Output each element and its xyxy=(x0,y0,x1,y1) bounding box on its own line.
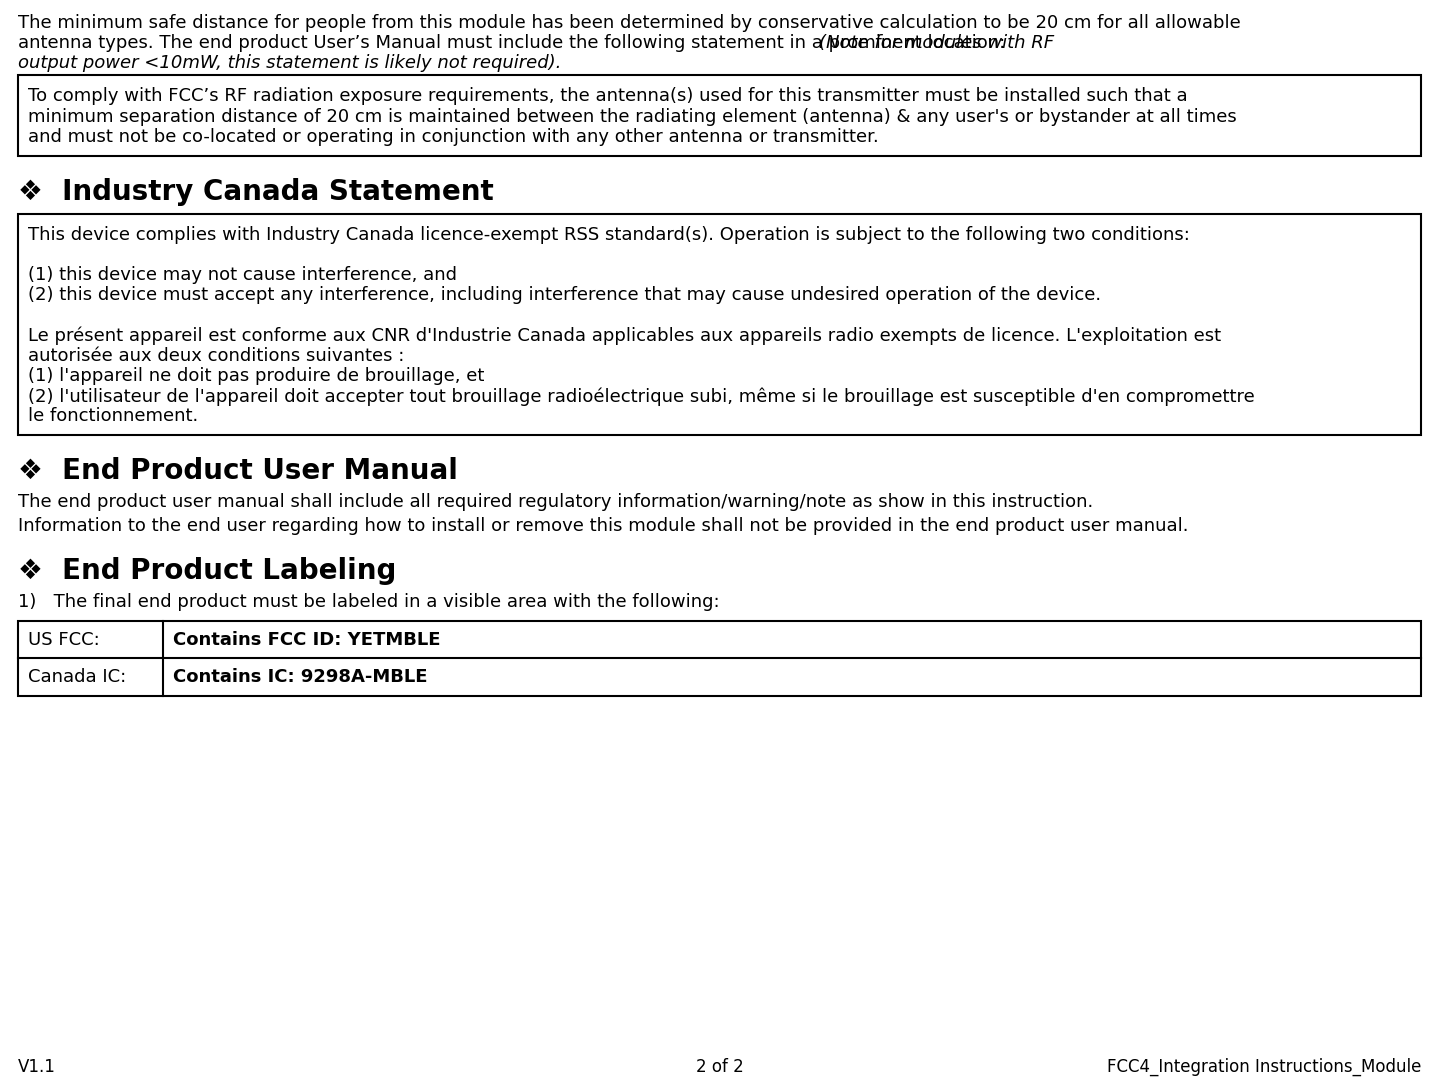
Text: Canada IC:: Canada IC: xyxy=(27,668,127,687)
Text: le fonctionnement.: le fonctionnement. xyxy=(27,407,199,425)
Text: The end product user manual shall include all required regulatory information/wa: The end product user manual shall includ… xyxy=(19,493,1094,511)
Text: V1.1: V1.1 xyxy=(19,1058,56,1076)
Text: (1) l'appareil ne doit pas produire de brouillage, et: (1) l'appareil ne doit pas produire de b… xyxy=(27,367,485,385)
Text: To comply with FCC’s RF radiation exposure requirements, the antenna(s) used for: To comply with FCC’s RF radiation exposu… xyxy=(27,87,1187,106)
Text: Le présent appareil est conforme aux CNR d'Industrie Canada applicables aux appa: Le présent appareil est conforme aux CNR… xyxy=(27,326,1222,345)
Text: output power <10mW, this statement is likely not required).: output power <10mW, this statement is li… xyxy=(19,54,561,72)
Text: (1) this device may not cause interference, and: (1) this device may not cause interferen… xyxy=(27,267,458,284)
Bar xyxy=(19,75,1420,156)
Text: minimum separation distance of 20 cm is maintained between the radiating element: minimum separation distance of 20 cm is … xyxy=(27,108,1236,125)
Text: ❖  End Product User Manual: ❖ End Product User Manual xyxy=(19,457,458,485)
Text: 1)   The final end product must be labeled in a visible area with the following:: 1) The final end product must be labeled… xyxy=(19,593,720,610)
Text: Information to the end user regarding how to install or remove this module shall: Information to the end user regarding ho… xyxy=(19,517,1189,534)
Text: (2) l'utilisateur de l'appareil doit accepter tout brouillage radioélectrique su: (2) l'utilisateur de l'appareil doit acc… xyxy=(27,387,1255,406)
Text: The minimum safe distance for people from this module has been determined by con: The minimum safe distance for people fro… xyxy=(19,14,1240,32)
Text: (2) this device must accept any interference, including interference that may ca: (2) this device must accept any interfer… xyxy=(27,286,1101,305)
Text: and must not be co-located or operating in conjunction with any other antenna or: and must not be co-located or operating … xyxy=(27,127,879,146)
Text: autorisée aux deux conditions suivantes :: autorisée aux deux conditions suivantes … xyxy=(27,347,404,364)
Bar xyxy=(19,621,1420,695)
Text: Contains IC: 9298A-MBLE: Contains IC: 9298A-MBLE xyxy=(173,668,427,687)
Text: 2 of 2: 2 of 2 xyxy=(695,1058,744,1076)
Text: US FCC:: US FCC: xyxy=(27,631,99,648)
Text: Contains FCC ID: YETMBLE: Contains FCC ID: YETMBLE xyxy=(173,631,440,648)
Text: This device complies with Industry Canada licence-exempt RSS standard(s). Operat: This device complies with Industry Canad… xyxy=(27,226,1190,244)
Text: ❖  End Product Labeling: ❖ End Product Labeling xyxy=(19,557,396,585)
Text: FCC4_Integration Instructions_Module: FCC4_Integration Instructions_Module xyxy=(1107,1058,1420,1076)
Bar xyxy=(19,214,1420,435)
Text: (Note for modules with RF: (Note for modules with RF xyxy=(819,34,1055,52)
Text: antenna types. The end product User’s Manual must include the following statemen: antenna types. The end product User’s Ma… xyxy=(19,34,1023,52)
Text: ❖  Industry Canada Statement: ❖ Industry Canada Statement xyxy=(19,177,494,206)
